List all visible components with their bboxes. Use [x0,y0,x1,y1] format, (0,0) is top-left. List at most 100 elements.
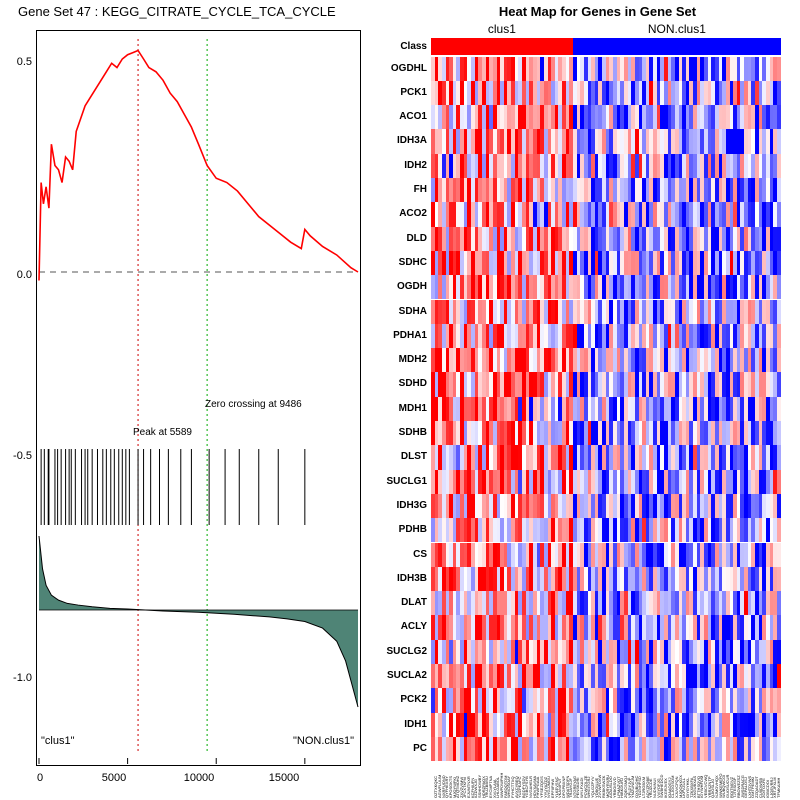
heatmap-cell [682,421,686,446]
heatmap-cell [613,202,617,227]
heatmap-cell [543,469,548,494]
heatmap-cell [565,250,570,276]
heatmap-cell [543,566,548,592]
heatmap-cell [718,469,723,494]
heatmap-cell [587,615,592,640]
heatmap-cell [707,518,712,543]
heatmap-cell [634,566,639,592]
heatmap-cell [594,275,599,300]
heatmap-cell [776,542,781,567]
heatmap-cell [554,275,559,300]
heatmap-cell [664,639,668,664]
heatmap-cell [460,469,464,494]
heatmap-cell [660,688,664,713]
heatmap-cell [525,250,530,276]
heatmap-cell [714,372,719,397]
heatmap-cell [725,56,730,81]
heatmap-cell [645,639,650,664]
heatmap-cell [481,445,486,470]
heatmap-cell [740,639,745,664]
heatmap-cell [747,129,752,154]
heatmap-cell [518,445,523,470]
heatmap-cell [744,348,748,373]
heatmap-row [431,275,781,300]
heatmap-cell [725,299,730,324]
heatmap-cell [471,664,475,689]
heatmap-cell [496,299,501,324]
heatmap-cell [456,226,461,251]
heatmap-cell [434,80,439,106]
heatmap-cell [478,129,482,154]
heatmap-cell [729,469,734,494]
heatmap-row-label-sucla2: SUCLA2 [386,670,427,681]
heatmap-cell [478,469,482,494]
heatmap-cell [522,299,526,324]
heatmap-cell [481,105,486,130]
heatmap-cell [762,566,766,592]
heatmap-cell [489,469,493,494]
heatmap-cell [562,250,566,276]
heatmap-cell [500,275,504,300]
heatmap-cell [554,542,559,567]
heatmap-cell [449,518,453,543]
heatmap-cell [467,396,472,421]
heatmap-cell [747,153,752,178]
heatmap-row [431,712,781,737]
heatmap-row [431,250,781,276]
heatmap-cell [704,226,708,251]
heatmap-cell [562,421,566,446]
heatmap-cell [769,80,774,106]
heatmap-cell [452,421,457,446]
class-bar-cell [634,38,639,55]
heatmap-cell [576,226,581,251]
heatmap-cell [660,566,664,592]
heatmap-cell [653,493,657,519]
heatmap-cell [492,348,497,373]
heatmap-row-label-ogdh: OGDH [397,281,427,293]
heatmap-cell [441,591,446,616]
heatmap-cell [460,275,464,300]
heatmap-cell [485,226,490,251]
class-bar-cell [463,38,468,55]
heatmap-cell [478,712,482,737]
heatmap-cell [591,299,595,324]
heatmap-row-label-suclg2: SUCLG2 [386,645,427,657]
heatmap-cell [507,493,512,519]
heatmap-cell [729,202,734,227]
heatmap-cell [540,445,544,470]
heatmap-cell [762,591,766,616]
heatmap-cell [620,664,624,689]
heatmap-cell [664,105,668,130]
heatmap-cell [656,712,661,737]
heatmap-cell [776,445,781,470]
heatmap-cell [704,712,708,737]
heatmap-cell [711,56,715,81]
heatmap-cell [594,566,599,592]
heatmap-cell [602,275,606,300]
heatmap-cell [478,445,482,470]
heatmap-cell [522,348,526,373]
heatmap-cell [503,566,508,592]
heatmap-cell [569,469,573,494]
heatmap-cell [762,275,766,300]
heatmap-cell [714,226,719,251]
heatmap-cell [722,275,726,300]
heatmap-cell [758,542,763,567]
heatmap-row-label-dlat: DLAT [401,597,427,609]
heatmap-cell [736,664,741,689]
heatmap-cell [543,445,548,470]
heatmap-cell [554,56,559,81]
heatmap-cell [609,566,614,592]
heatmap-cell [609,299,614,324]
heatmap-cell [751,493,756,519]
heatmap-cell [725,469,730,494]
x-tick-label-2: 10000 [183,772,215,784]
heatmap-cell [583,421,588,446]
heatmap-row [431,736,781,762]
heatmap-cell [729,493,734,519]
heatmap-cell [562,664,566,689]
heatmap-cell [620,688,624,713]
heatmap-cell [547,445,552,470]
heatmap-cell [605,250,610,276]
heatmap-cell [489,712,493,737]
